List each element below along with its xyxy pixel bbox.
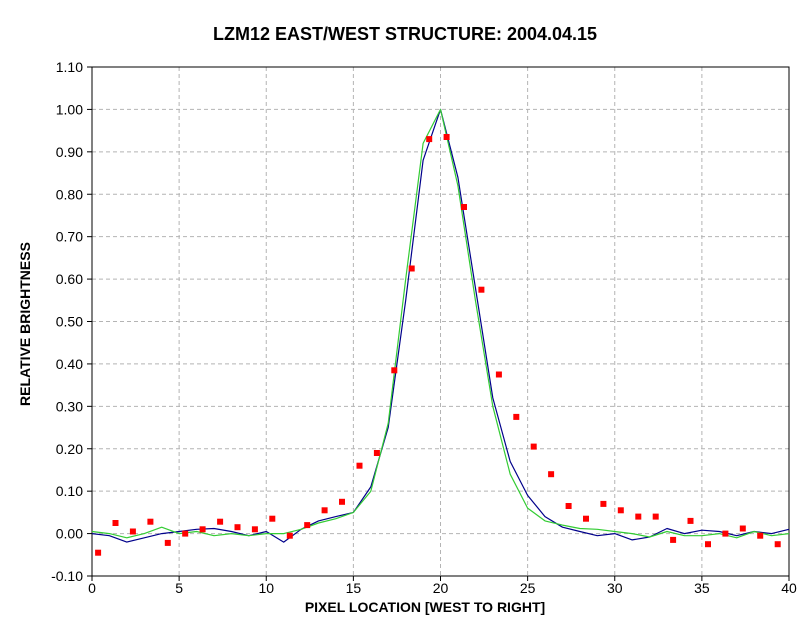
data-points (95, 134, 781, 556)
data-point (530, 443, 537, 450)
y-tick-label: 1.00 (56, 101, 83, 117)
data-point (164, 539, 171, 546)
data-point (112, 520, 119, 526)
x-axis-label: PIXEL LOCATION [WEST TO RIGHT] (305, 599, 545, 615)
y-tick-label: 1.10 (56, 59, 83, 75)
grid (92, 67, 789, 576)
data-series (91, 108, 790, 543)
data-point (461, 204, 467, 210)
data-point (635, 513, 642, 520)
data-point (304, 522, 311, 529)
data-point (339, 498, 345, 505)
x-tick-label: 25 (520, 580, 536, 596)
data-point (722, 530, 729, 537)
data-point (129, 528, 136, 535)
data-point (687, 517, 694, 524)
data-point (583, 515, 589, 522)
y-tick-label: 0.30 (56, 398, 83, 414)
y-axis-label: RELATIVE BRIGHTNESS (17, 242, 33, 406)
data-point (95, 549, 102, 556)
data-point (600, 500, 607, 507)
data-point (443, 134, 450, 140)
x-tick-label: 5 (175, 580, 183, 596)
data-point (617, 507, 624, 514)
data-point (182, 530, 189, 537)
x-tick-label: 10 (258, 580, 274, 596)
x-tick-label: 0 (88, 580, 96, 596)
data-point (705, 541, 711, 548)
y-tick-label: 0.20 (56, 441, 83, 457)
data-point (251, 526, 258, 533)
x-tick-label: 30 (607, 580, 623, 596)
y-tick-label: 0.40 (56, 356, 83, 372)
data-point (774, 541, 781, 548)
data-point (321, 507, 328, 514)
data-point (426, 136, 433, 143)
x-tick-label: 35 (694, 580, 710, 596)
data-point (147, 518, 154, 525)
x-tick-label: 20 (433, 580, 449, 596)
data-point (670, 536, 677, 543)
y-tick-label: 0.00 (56, 526, 83, 542)
series-line-green (91, 108, 790, 539)
data-point (548, 471, 555, 478)
chart-title: LZM12 EAST/WEST STRUCTURE: 2004.04.15 (213, 24, 597, 44)
y-tick-label: 0.80 (56, 186, 83, 202)
data-point (391, 367, 398, 374)
data-point (234, 524, 241, 531)
data-point (373, 450, 380, 456)
data-point (408, 265, 415, 272)
x-tick-label: 40 (781, 580, 797, 596)
data-point (217, 518, 224, 525)
data-point (356, 462, 363, 469)
data-point (269, 515, 276, 522)
axis-ticks: -0.10 0.00 0.10 0.20 0.30 0.40 0.50 0.60 0.70 0.8… (51, 59, 797, 596)
y-tick-label: 0.90 (56, 144, 83, 160)
x-tick-label: 15 (346, 580, 362, 596)
y-tick-label: 0.10 (56, 483, 83, 499)
data-point (652, 513, 659, 520)
data-point (199, 526, 206, 533)
data-point (565, 503, 572, 509)
data-point (286, 532, 293, 539)
data-point (513, 413, 520, 420)
y-tick-label: 0.50 (56, 314, 83, 330)
y-tick-label: 0.60 (56, 271, 83, 287)
data-point (478, 286, 485, 293)
data-point (739, 525, 746, 532)
data-point (495, 371, 502, 378)
y-tick-label: -0.10 (51, 568, 83, 584)
data-point (757, 532, 764, 539)
y-tick-label: 0.70 (56, 229, 83, 245)
